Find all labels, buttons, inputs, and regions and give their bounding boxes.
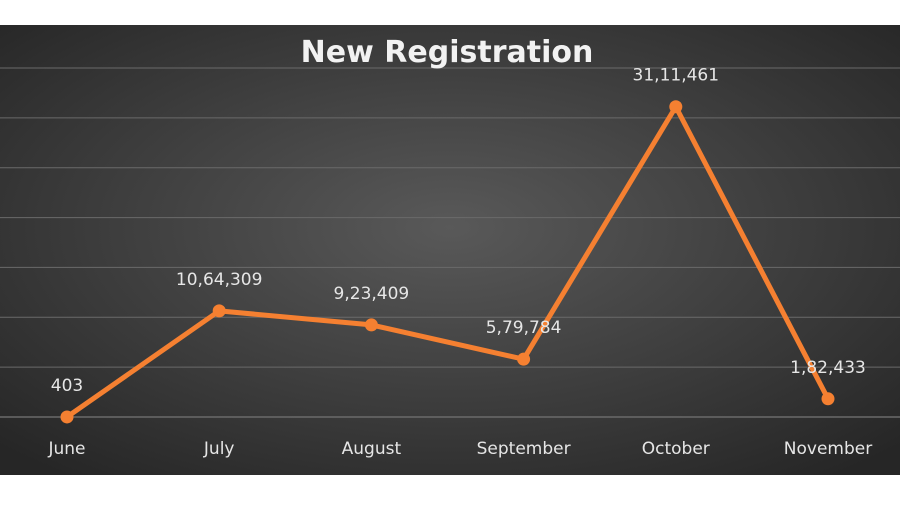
data-point-november	[821, 392, 835, 406]
data-point-september	[517, 352, 531, 366]
data-label-august: 9,23,409	[334, 284, 410, 304]
x-tick-label-august: August	[342, 439, 402, 459]
x-tick-label-september: September	[477, 439, 571, 459]
x-tick-labels: June July August September October November	[47, 439, 872, 459]
x-tick-label-november: November	[784, 439, 872, 459]
data-label-october: 31,11,461	[633, 66, 720, 86]
data-label-november: 1,82,433	[790, 358, 866, 378]
series-line	[64, 104, 831, 420]
chart-title: New Registration	[301, 35, 594, 70]
x-tick-label-october: October	[642, 439, 710, 459]
data-label-september: 5,79,784	[486, 318, 562, 338]
data-point-july	[212, 304, 226, 318]
series-layer	[60, 100, 835, 424]
data-point-october	[669, 100, 683, 114]
gridlines	[0, 67, 900, 368]
data-point-august	[364, 318, 378, 332]
x-tick-label-june: June	[47, 439, 85, 459]
data-labels: 403 10,64,309 9,23,409 5,79,784 31,11,461 1,8…	[51, 66, 866, 396]
x-tick-label-july: July	[203, 439, 235, 459]
data-point-june	[60, 410, 74, 424]
data-label-july: 10,64,309	[176, 270, 263, 290]
data-label-june: 403	[51, 376, 83, 396]
chart-background	[0, 25, 900, 475]
